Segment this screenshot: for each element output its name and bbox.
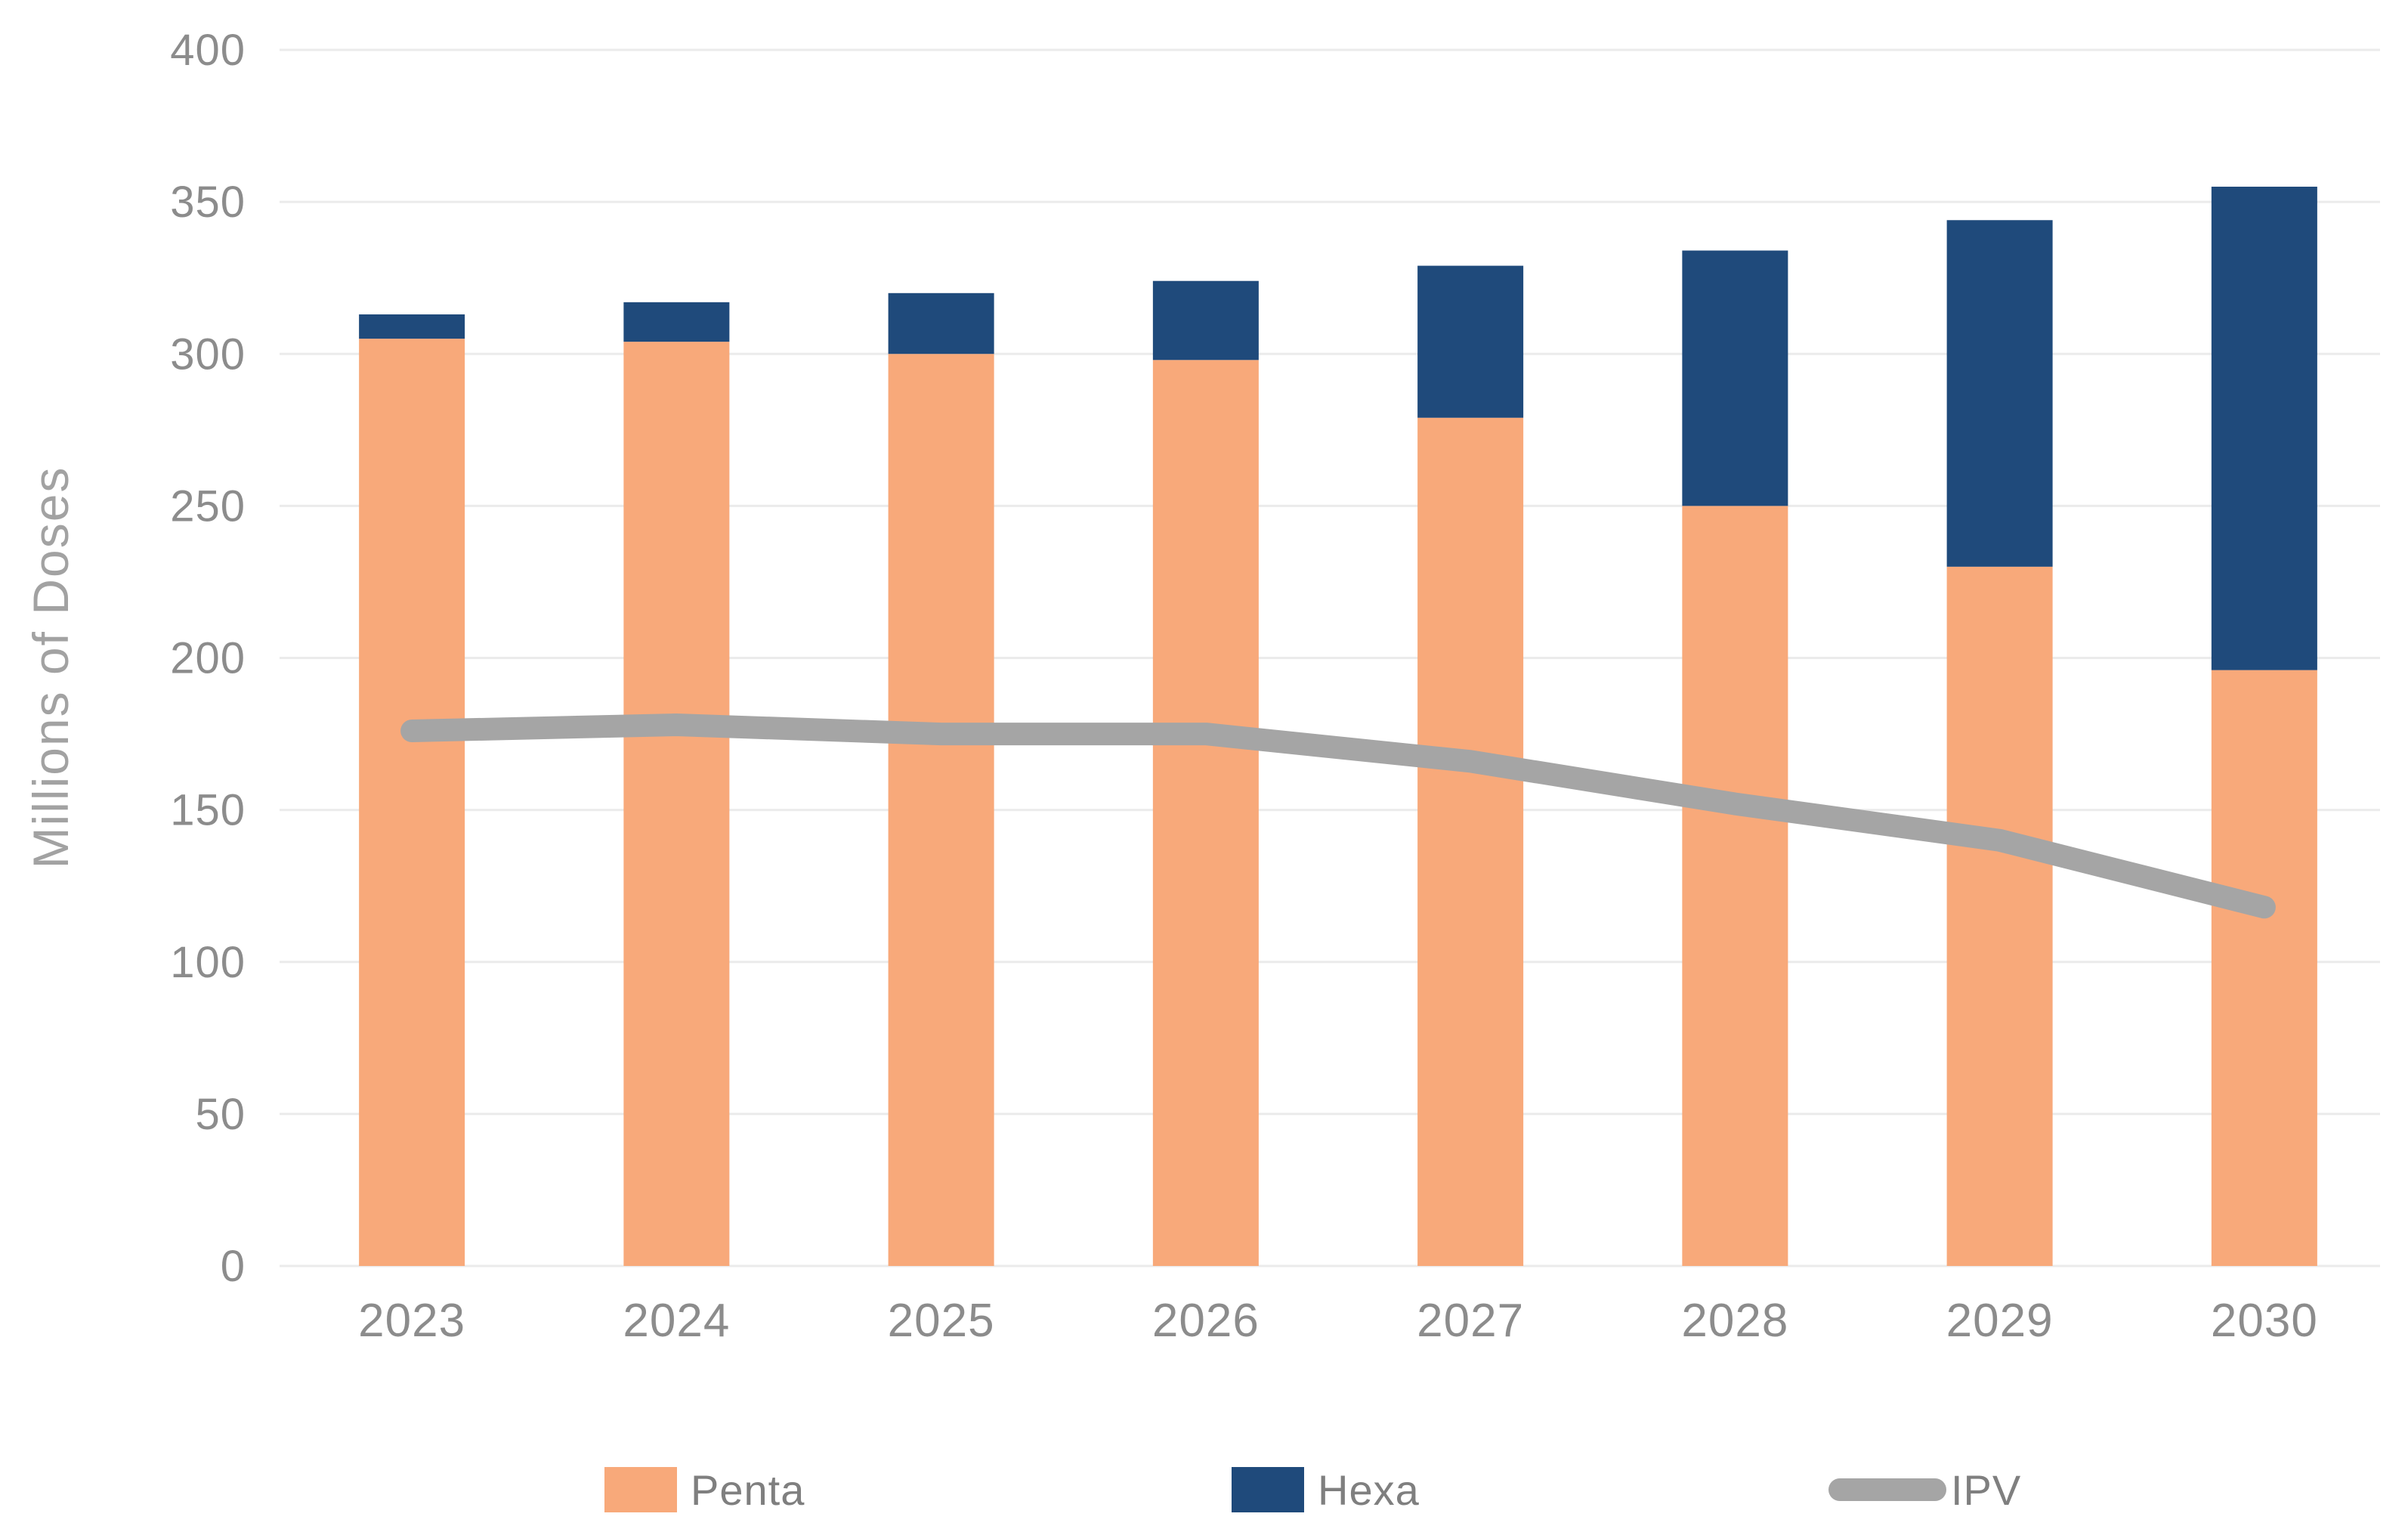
penta-swatch-icon — [604, 1467, 677, 1512]
x-tick-label-2023: 2023 — [358, 1295, 465, 1347]
legend-label-hexa: Hexa — [1318, 1466, 1420, 1514]
legend-item-penta: Penta — [604, 1448, 805, 1529]
bar-hexa-2027 — [1417, 265, 1524, 418]
bar-hexa-2029 — [1946, 220, 2053, 567]
bar-penta-2024 — [623, 342, 730, 1266]
legend-item-ipv: IPV — [1828, 1448, 2021, 1529]
x-tick-label-2030: 2030 — [2211, 1295, 2318, 1347]
bar-penta-2023 — [359, 339, 465, 1267]
bar-penta-2027 — [1417, 417, 1524, 1267]
y-axis-title: Millions of Doses — [23, 466, 79, 869]
x-tick-label-2028: 2028 — [1681, 1295, 1788, 1347]
legend: Penta Hexa IPV — [0, 1448, 2408, 1529]
x-tick-label-2027: 2027 — [1417, 1295, 1524, 1347]
legend-label-ipv: IPV — [1951, 1466, 2022, 1514]
legend-label-penta: Penta — [691, 1466, 805, 1514]
legend-item-hexa: Hexa — [1232, 1448, 1420, 1529]
bar-hexa-2024 — [623, 302, 730, 342]
hexa-swatch-icon — [1232, 1467, 1304, 1512]
y-tick-label-150: 150 — [170, 786, 246, 835]
x-tick-label-2029: 2029 — [1946, 1295, 2054, 1347]
x-tick-label-2026: 2026 — [1152, 1295, 1260, 1347]
y-tick-label-0: 0 — [221, 1242, 246, 1291]
bar-hexa-2026 — [1152, 280, 1259, 361]
ipv-swatch-icon — [1828, 1478, 1946, 1501]
ipv-line — [400, 713, 2276, 919]
bar-hexa-2025 — [888, 292, 994, 354]
bar-penta-2028 — [1682, 506, 1788, 1266]
bar-penta-2025 — [888, 354, 994, 1266]
y-tick-label-200: 200 — [170, 634, 246, 683]
bar-penta-2029 — [1946, 566, 2053, 1266]
y-tick-label-250: 250 — [170, 481, 246, 531]
bar-hexa-2028 — [1682, 250, 1788, 506]
y-tick-label-100: 100 — [170, 938, 246, 987]
bar-hexa-2030 — [2211, 187, 2317, 670]
x-tick-label-2024: 2024 — [623, 1295, 730, 1347]
bar-penta-2030 — [2211, 670, 2317, 1266]
bar-penta-2026 — [1152, 360, 1259, 1266]
y-tick-label-300: 300 — [170, 330, 246, 379]
y-tick-label-50: 50 — [195, 1090, 246, 1139]
y-tick-label-400: 400 — [170, 26, 246, 75]
y-tick-label-350: 350 — [170, 178, 246, 227]
bar-hexa-2023 — [359, 314, 465, 339]
x-tick-label-2025: 2025 — [888, 1295, 995, 1347]
